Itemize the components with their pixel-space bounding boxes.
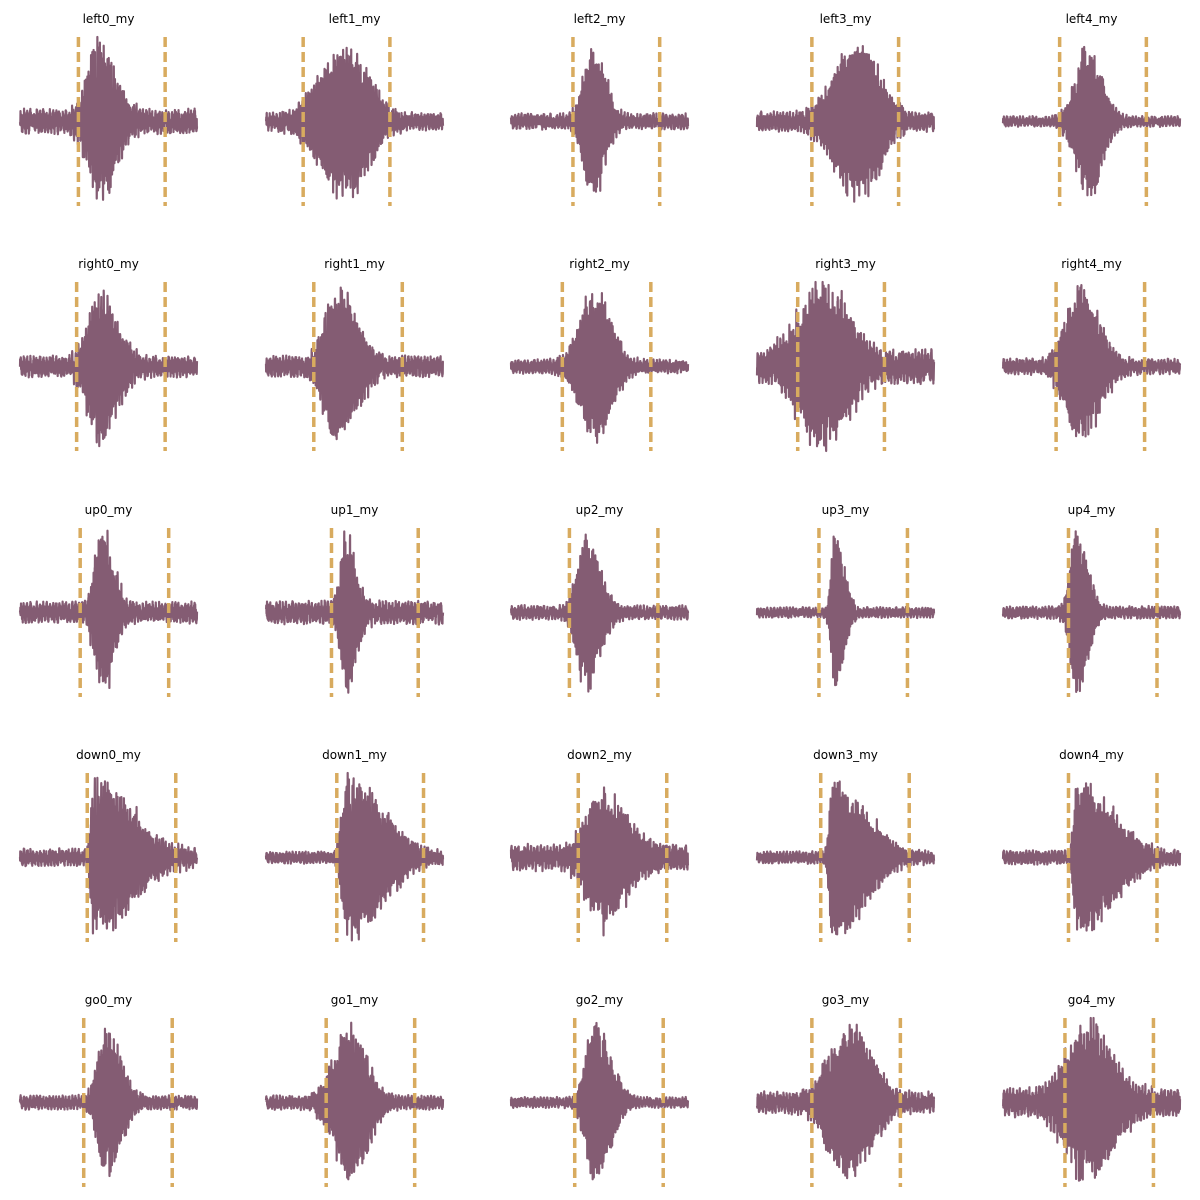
panel-title: down0_my [76, 748, 141, 762]
waveform-line [264, 1021, 445, 1181]
panel-title: left1_my [329, 12, 381, 26]
panel-title: go3_my [822, 993, 869, 1007]
panel-title: right0_my [78, 257, 139, 271]
panel-title: up0_my [85, 503, 133, 517]
panel-title: up4_my [1068, 503, 1116, 517]
waveform-line [509, 291, 690, 444]
panel-left3_my: left3_my [755, 12, 936, 206]
waveform-line [509, 48, 690, 193]
panel-title: go1_my [331, 993, 378, 1007]
panel-left4_my: left4_my [1001, 12, 1182, 206]
panel-left0_my: left0_my [18, 12, 199, 206]
panel-up2_my: up2_my [509, 503, 690, 697]
panel-left2_my: left2_my [509, 12, 690, 206]
waveform-line [18, 1027, 199, 1178]
waveform-line [1001, 530, 1182, 693]
waveform-line [509, 786, 690, 937]
waveform-line [18, 529, 199, 690]
panel-title: go2_my [576, 993, 623, 1007]
panel-up0_my: up0_my [18, 503, 199, 697]
panel-right3_my: right3_my [755, 257, 936, 453]
panel-left1_my: left1_my [264, 12, 445, 206]
waveform-line [509, 1021, 690, 1181]
panel-right4_my: right4_my [1001, 257, 1182, 451]
panel-title: down3_my [813, 748, 878, 762]
waveform-line [18, 35, 199, 201]
panel-down2_my: down2_my [509, 748, 690, 942]
waveform-line [755, 45, 936, 203]
panel-go2_my: go2_my [509, 993, 690, 1187]
waveform-line [264, 46, 445, 200]
panel-title: right4_my [1061, 257, 1122, 271]
panel-title: up3_my [822, 503, 870, 517]
panel-title: left3_my [820, 12, 872, 26]
panel-down4_my: down4_my [1001, 748, 1182, 942]
waveform-line [1001, 45, 1182, 197]
panel-right2_my: right2_my [509, 257, 690, 451]
panel-up4_my: up4_my [1001, 503, 1182, 697]
panel-title: up1_my [331, 503, 379, 517]
panel-title: right3_my [815, 257, 876, 271]
panel-title: go4_my [1068, 993, 1115, 1007]
waveform-line [264, 530, 445, 694]
panel-title: down4_my [1059, 748, 1124, 762]
panel-down0_my: down0_my [18, 748, 199, 942]
panel-down3_my: down3_my [755, 748, 936, 942]
waveform-line [1001, 284, 1182, 438]
waveform-line [264, 286, 445, 441]
panel-title: go0_my [85, 993, 132, 1007]
panel-go3_my: go3_my [755, 993, 936, 1187]
waveform-line [264, 771, 445, 942]
waveform-line [755, 780, 936, 936]
panel-go1_my: go1_my [264, 993, 445, 1187]
panel-title: down2_my [567, 748, 632, 762]
panel-right0_my: right0_my [18, 257, 199, 451]
waveform-line [755, 535, 936, 687]
panel-title: left4_my [1066, 12, 1118, 26]
panel-title: right1_my [324, 257, 385, 271]
waveform-line [509, 533, 690, 693]
panel-up3_my: up3_my [755, 503, 936, 697]
panel-title: left0_my [83, 12, 135, 26]
panel-up1_my: up1_my [264, 503, 445, 697]
panel-down1_my: down1_my [264, 748, 445, 942]
panel-title: up2_my [576, 503, 624, 517]
panel-title: right2_my [569, 257, 630, 271]
waveform-line [755, 280, 936, 453]
panel-go0_my: go0_my [18, 993, 199, 1187]
panel-title: left2_my [574, 12, 626, 26]
waveform-line [1001, 782, 1182, 932]
panel-right1_my: right1_my [264, 257, 445, 451]
waveform-line [18, 776, 199, 935]
waveform-line [18, 289, 199, 448]
panel-go4_my: go4_my [1001, 993, 1182, 1187]
waveform-line [755, 1023, 936, 1180]
waveform-line [1001, 1016, 1182, 1182]
panel-title: down1_my [322, 748, 387, 762]
